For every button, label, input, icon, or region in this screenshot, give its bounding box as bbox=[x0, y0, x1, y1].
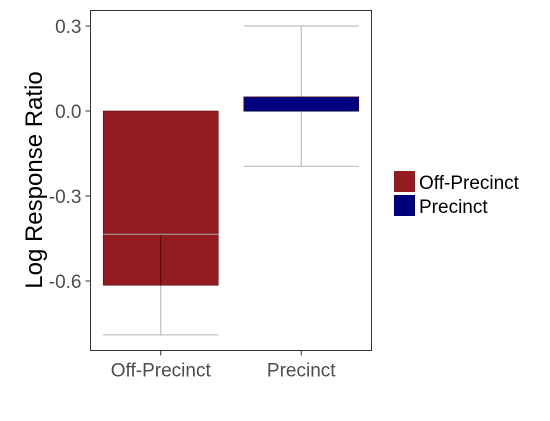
y-tick-label: 0.3 bbox=[55, 17, 81, 38]
legend-swatch-off-precinct bbox=[394, 171, 415, 192]
y-tick-label: -0.3 bbox=[49, 187, 82, 208]
x-tick-label: Off-Precinct bbox=[111, 361, 212, 382]
bar-precinct bbox=[243, 96, 360, 112]
plot-marks bbox=[102, 25, 360, 336]
legend: Off-Precinct Precinct bbox=[394, 171, 520, 218]
legend-label-off-precinct: Off-Precinct bbox=[419, 173, 520, 194]
legend-swatch-precinct bbox=[394, 195, 415, 216]
y-axis-label: Log Response Ratio bbox=[21, 71, 48, 288]
y-axis: 0.3 0.0 -0.3 -0.6 bbox=[49, 17, 91, 293]
y-tick-label: -0.6 bbox=[49, 272, 82, 293]
y-tick-label: 0.0 bbox=[55, 102, 81, 123]
x-tick-label: Precinct bbox=[267, 361, 336, 382]
x-axis: Off-Precinct Precinct bbox=[111, 350, 336, 382]
plot-panel bbox=[90, 10, 372, 351]
legend-label-precinct: Precinct bbox=[419, 197, 488, 218]
